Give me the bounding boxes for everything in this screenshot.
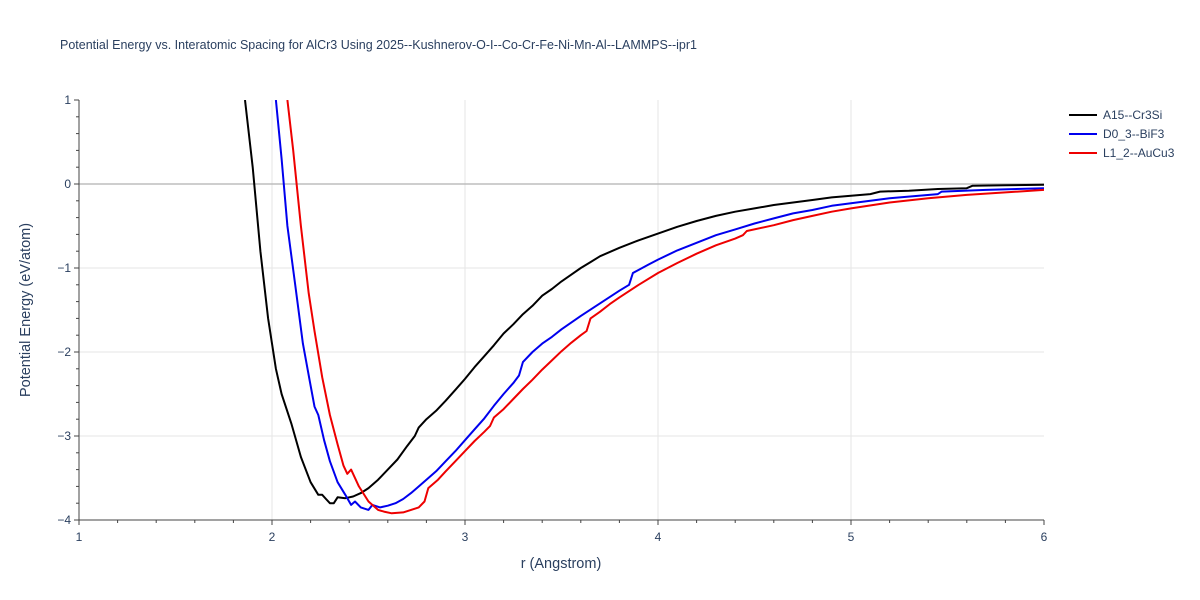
legend-item-2[interactable]: L1_2--AuCu3: [1069, 146, 1175, 160]
legend-label: L1_2--AuCu3: [1103, 146, 1175, 160]
tick-labels: 1 2 3 4 5 6 1 0 −1 −2 −3 −4: [57, 93, 1047, 544]
y-tick-label: 1: [64, 93, 71, 107]
legend-label: D0_3--BiF3: [1103, 127, 1165, 141]
x-tick-label: 2: [269, 530, 276, 544]
series-line-2: [286, 100, 1044, 515]
y-tick-label: −1: [57, 261, 71, 275]
y-tick-label: −3: [57, 429, 71, 443]
y-axis-title: Potential Energy (eV/atom): [18, 223, 34, 397]
legend[interactable]: A15--Cr3Si D0_3--BiF3 L1_2--AuCu3: [1069, 108, 1175, 160]
legend-item-1[interactable]: D0_3--BiF3: [1069, 127, 1165, 141]
legend-item-0[interactable]: A15--Cr3Si: [1069, 108, 1162, 122]
x-tick-label: 5: [848, 530, 855, 544]
chart-title: Potential Energy vs. Interatomic Spacing…: [60, 38, 697, 52]
x-tick-label: 1: [76, 530, 83, 544]
legend-label: A15--Cr3Si: [1103, 108, 1162, 122]
series-line-1: [274, 100, 1044, 511]
x-tick-label: 6: [1041, 530, 1048, 544]
y-tick-label: −4: [57, 513, 71, 527]
y-tick-label: −2: [57, 345, 71, 359]
axes: [74, 99, 1045, 525]
y-tick-label: 0: [64, 177, 71, 191]
x-tick-label: 4: [655, 530, 662, 544]
x-tick-label: 3: [462, 530, 469, 544]
series-line-0: [244, 100, 1044, 505]
series-lines: [244, 100, 1044, 515]
x-axis-title: r (Angstrom): [521, 556, 602, 572]
